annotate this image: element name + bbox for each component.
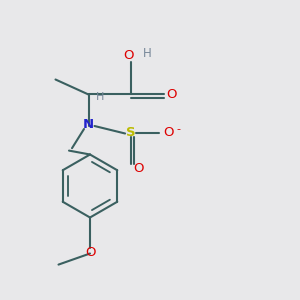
Text: O: O [85,245,95,259]
Text: S: S [126,126,135,139]
Text: N: N [83,118,94,131]
Text: O: O [164,126,174,139]
Text: O: O [133,162,143,176]
Text: O: O [166,88,176,101]
Text: -: - [176,124,181,134]
Text: O: O [124,49,134,62]
Text: H: H [96,92,104,103]
Text: H: H [142,47,152,61]
